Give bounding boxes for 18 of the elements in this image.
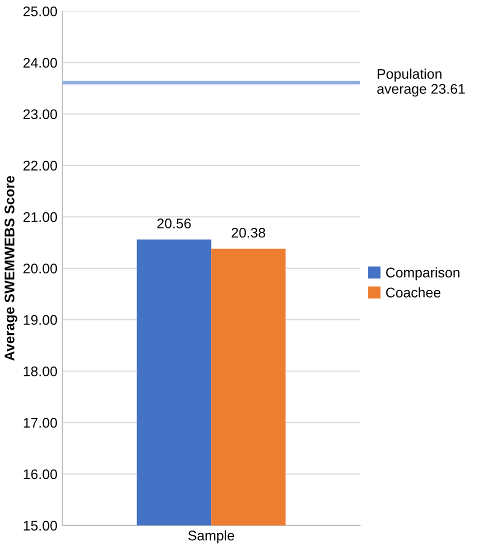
- y-tick-label: 20.00: [23, 264, 57, 274]
- y-tick-label: 24.00: [23, 58, 57, 68]
- y-tick-label: 15.00: [24, 520, 57, 531]
- y-tick-label: 21.00: [23, 212, 57, 222]
- y-tick-label: 18.00: [24, 366, 57, 376]
- data-label: 20.38: [232, 228, 266, 238]
- y-tick-label: 23.00: [23, 109, 57, 120]
- y-axis-title: Average SWEMWEBS Score: [4, 176, 18, 361]
- ref-line-label: Population average 23.61: [377, 68, 465, 97]
- y-tick-label: 25.00: [23, 6, 57, 16]
- data-label: 20.56: [157, 218, 191, 228]
- legend-label: Coachee: [386, 287, 440, 298]
- legend-label: Comparison: [386, 267, 460, 280]
- x-tick-label: Sample: [188, 530, 234, 544]
- y-tick-label: 22.00: [23, 160, 57, 171]
- y-tick-label: 17.00: [24, 418, 57, 428]
- y-tick-label: 19.00: [24, 315, 57, 325]
- y-tick-label: 16.00: [24, 469, 57, 480]
